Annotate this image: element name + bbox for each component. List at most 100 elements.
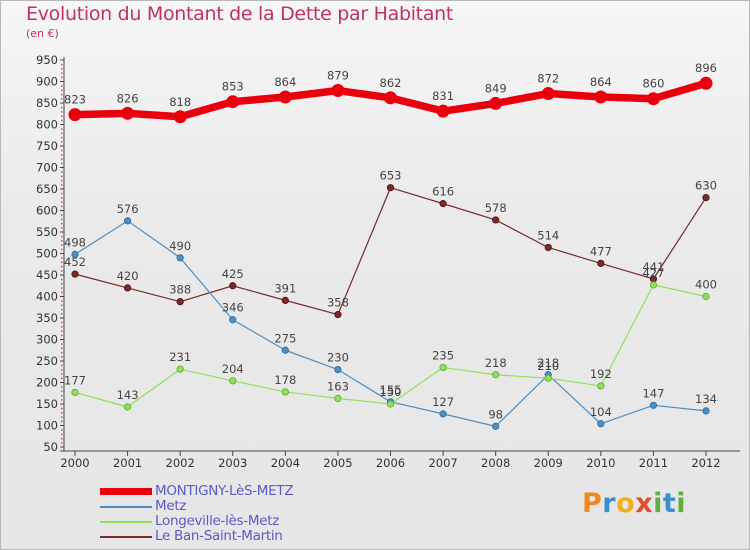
y-minor-tick: [61, 240, 63, 242]
y-tick-label: 700: [36, 161, 58, 175]
y-minor-tick: [61, 119, 63, 122]
data-label: 823: [64, 93, 86, 107]
y-minor-tick: [61, 248, 63, 251]
data-label: 230: [327, 351, 349, 365]
y-minor-tick: [61, 201, 63, 203]
data-label: 831: [432, 89, 454, 103]
data-label: 155: [380, 383, 402, 397]
y-tick-label: 100: [36, 419, 58, 433]
data-point: [176, 254, 184, 262]
y-tick-label: 150: [36, 397, 58, 411]
data-point: [331, 84, 345, 98]
y-tick-label: 550: [36, 225, 58, 239]
y-minor-tick: [61, 412, 63, 414]
data-label: 818: [169, 95, 191, 109]
data-point: [594, 90, 608, 104]
y-minor-tick: [61, 184, 63, 186]
y-tick-label: 350: [36, 311, 58, 325]
data-label: 616: [432, 185, 454, 199]
y-minor-tick: [61, 300, 63, 302]
y-minor-tick: [61, 257, 63, 259]
data-label: 514: [537, 228, 559, 242]
data-point: [123, 217, 132, 225]
chart-axes: 50 100 150 200 250 300 350 400 450 500 550 600 650 70…: [36, 53, 740, 470]
data-label: 498: [64, 235, 86, 249]
data-point: [123, 284, 132, 292]
y-minor-tick: [61, 390, 63, 393]
data-point: [229, 316, 237, 324]
y-tick-label: 950: [36, 53, 58, 67]
data-label: 452: [64, 255, 86, 269]
data-point: [489, 96, 503, 110]
y-minor-tick: [61, 287, 63, 289]
data-label: 896: [695, 61, 717, 75]
data-point: [384, 91, 397, 105]
data-point: [597, 382, 605, 390]
x-tick-label: 2011: [639, 456, 668, 470]
legend-swatch: [100, 536, 152, 538]
y-tick-label: 800: [36, 118, 58, 132]
x-tick-label: 2005: [323, 456, 352, 470]
data-label: 864: [590, 75, 612, 89]
data-label: 192: [590, 367, 612, 381]
data-label: 872: [537, 72, 559, 86]
data-label: 441: [642, 260, 664, 274]
y-minor-tick: [61, 313, 63, 315]
data-label: 98: [488, 407, 503, 421]
legend-swatch: [100, 521, 152, 523]
data-point: [702, 407, 710, 415]
data-point: [229, 282, 237, 290]
data-label: 425: [222, 267, 244, 281]
y-minor-tick: [61, 416, 63, 418]
legend-swatch: [100, 488, 152, 495]
data-point: [699, 76, 713, 90]
legend-label: Metz: [155, 498, 187, 514]
y-minor-tick: [61, 76, 63, 79]
y-minor-tick: [61, 364, 63, 367]
data-label: 177: [64, 373, 86, 387]
y-minor-tick: [61, 330, 63, 332]
y-minor-tick: [61, 214, 63, 216]
data-point: [386, 400, 395, 408]
data-label: 864: [274, 75, 296, 89]
x-tick-label: 2004: [271, 456, 300, 470]
y-minor-tick: [61, 171, 63, 173]
data-point: [597, 420, 605, 428]
data-label: 231: [169, 350, 191, 364]
data-label: 427: [642, 266, 664, 280]
chart-subtitle: (en €): [26, 27, 59, 40]
x-tick-label: 2008: [481, 456, 510, 470]
proxiti-logo: Proxiti: [582, 488, 687, 519]
y-tick-label: 300: [36, 333, 58, 347]
data-point: [439, 200, 447, 208]
data-point: [278, 90, 292, 104]
y-minor-tick: [61, 394, 63, 397]
legend-item: Le Ban-Saint-Martin: [100, 528, 420, 544]
data-point: [541, 87, 555, 101]
x-tick-label: 2001: [113, 456, 142, 470]
x-tick-label: 2000: [60, 456, 89, 470]
data-point: [123, 403, 132, 411]
data-point: [71, 270, 79, 278]
y-minor-tick: [61, 437, 63, 440]
data-label: 849: [485, 81, 507, 95]
series-2: [71, 281, 710, 411]
y-minor-tick: [61, 132, 63, 135]
data-point: [597, 259, 605, 267]
data-label: 853: [222, 80, 244, 94]
series-0: [68, 76, 713, 124]
y-minor-tick: [61, 377, 63, 380]
data-point: [281, 346, 289, 354]
data-point: [68, 108, 82, 122]
legend-label: Le Ban-Saint-Martin: [155, 528, 283, 544]
data-point: [226, 95, 240, 109]
y-minor-tick: [61, 227, 63, 229]
data-label: 104: [590, 405, 612, 419]
y-minor-tick: [61, 72, 63, 74]
y-tick-label: 400: [36, 290, 58, 304]
y-minor-tick: [61, 141, 63, 143]
y-minor-tick: [61, 192, 63, 195]
data-label: 653: [380, 169, 402, 183]
